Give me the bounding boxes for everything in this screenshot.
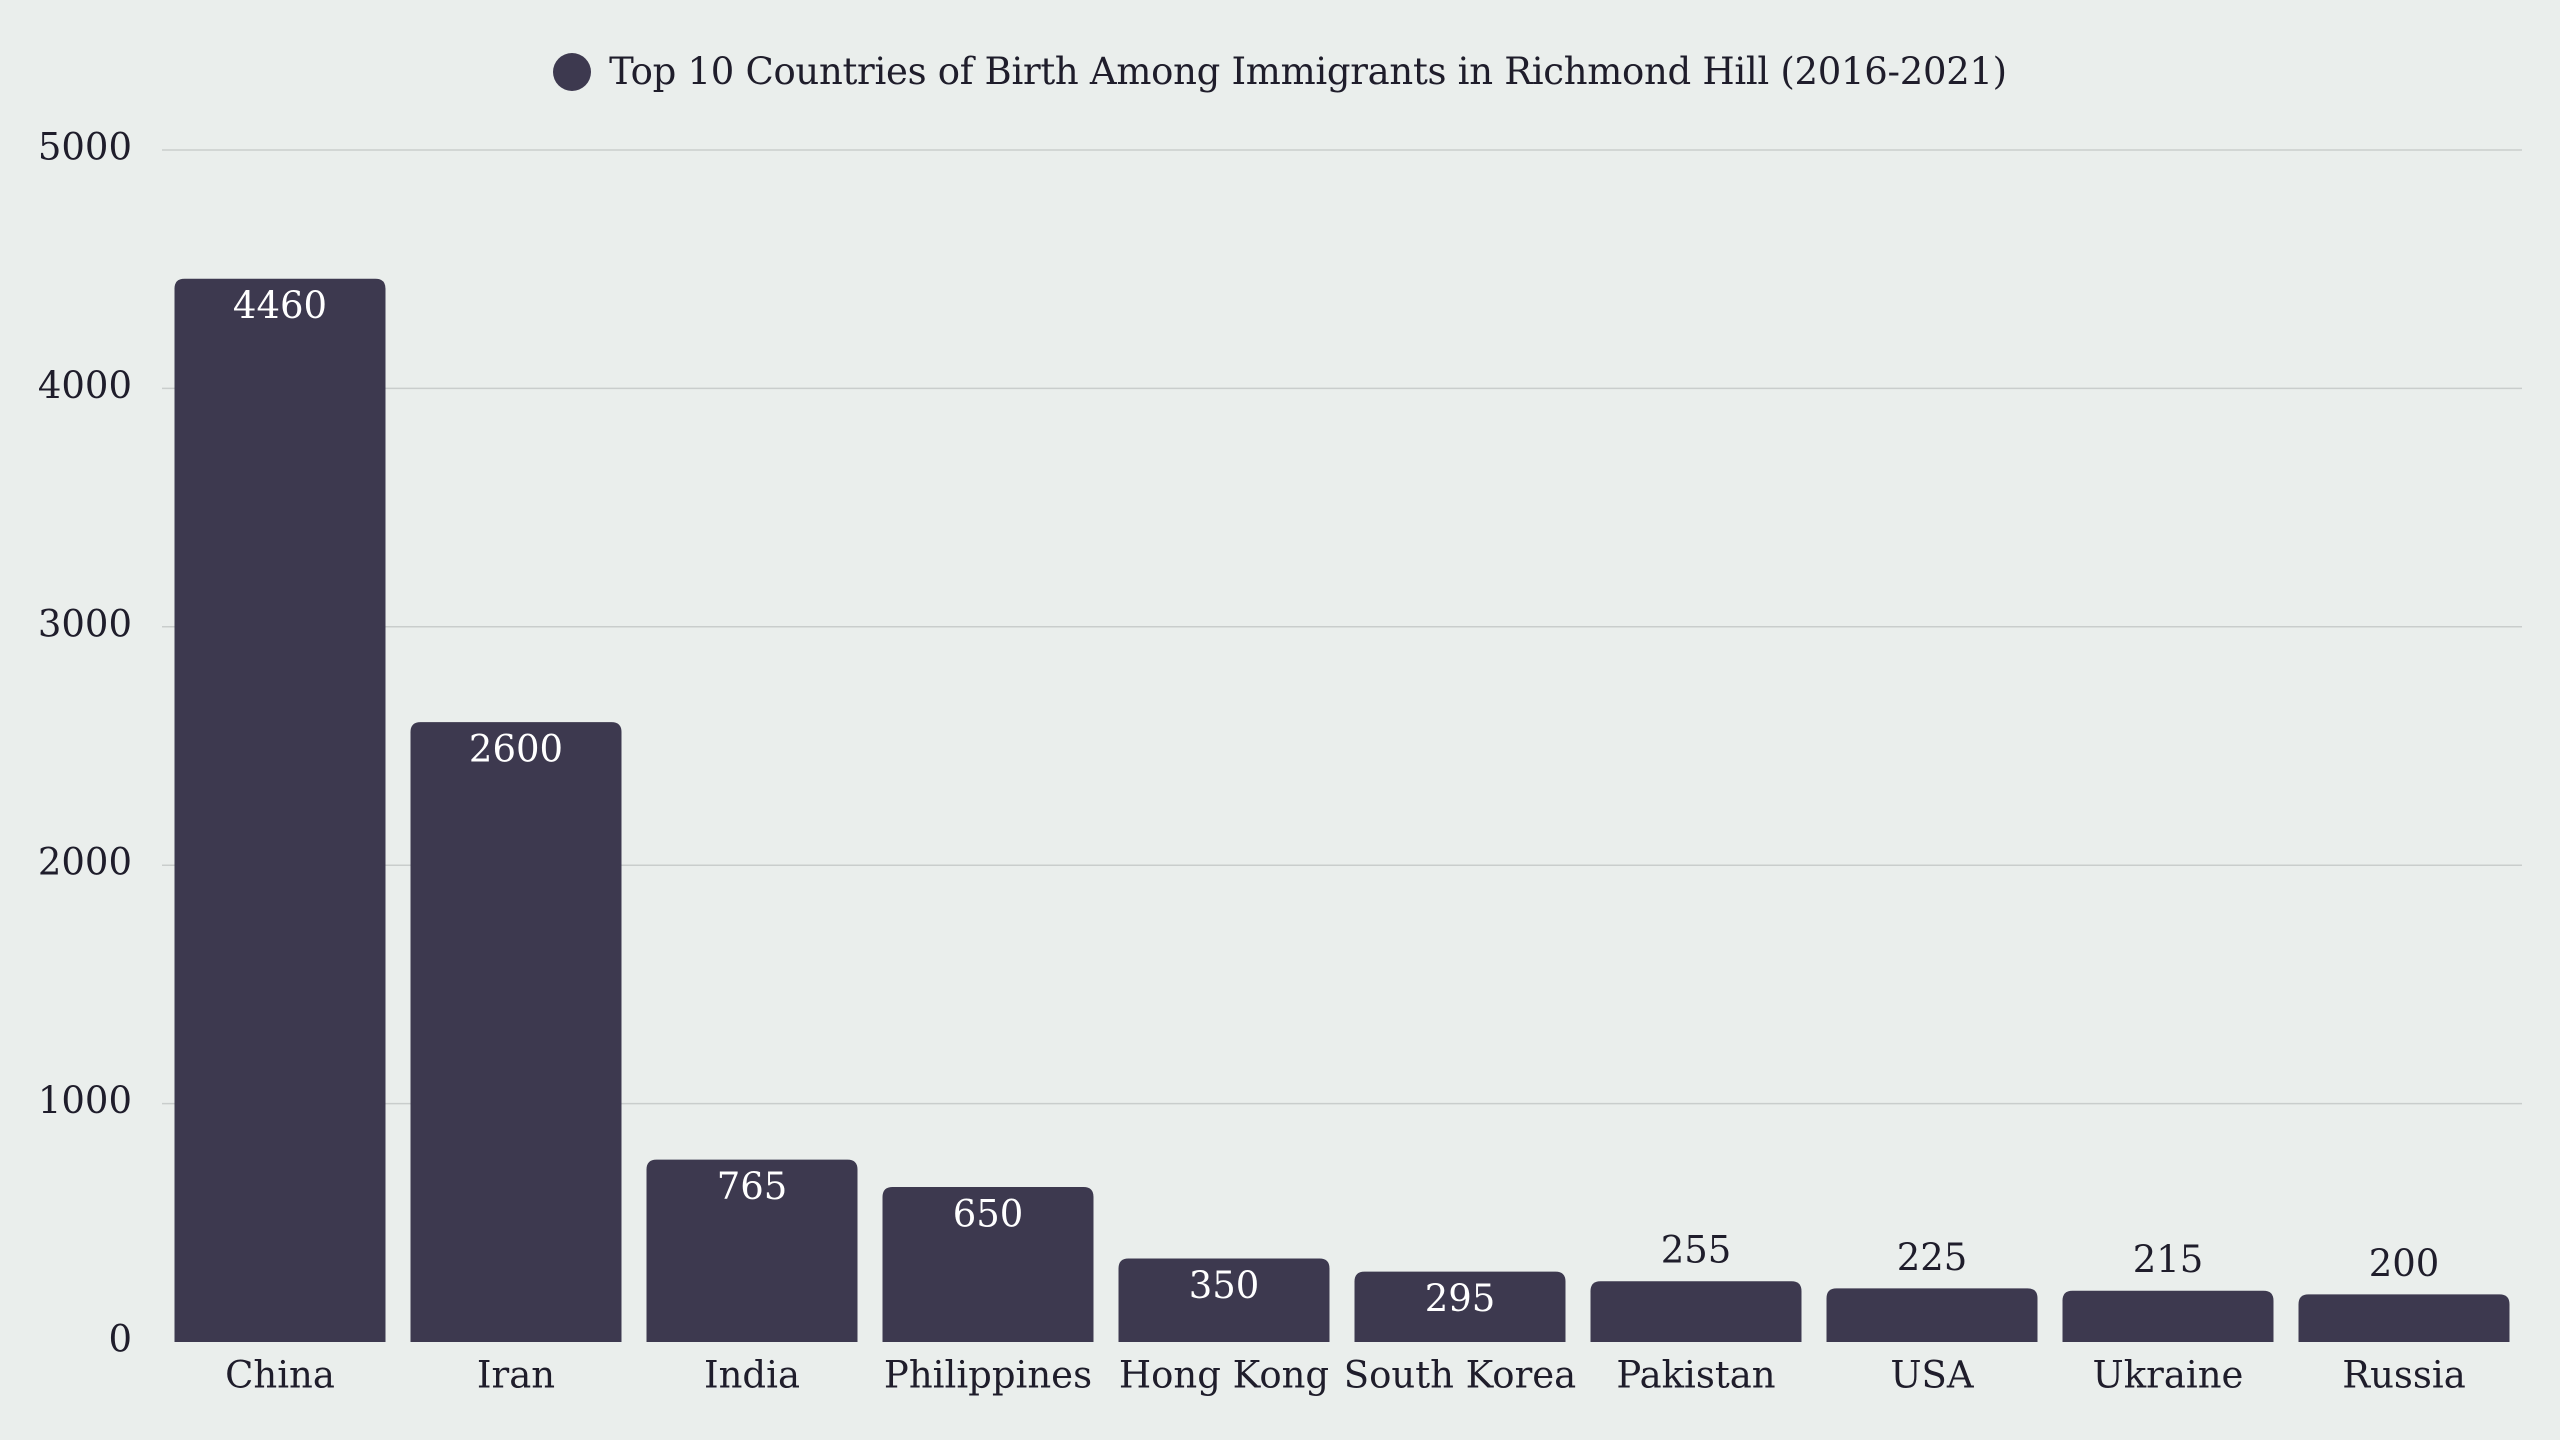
x-tick-label: Pakistan — [1616, 1354, 1775, 1397]
data-label: 255 — [1661, 1229, 1732, 1272]
data-label: 4460 — [233, 284, 327, 327]
x-tick-label: Russia — [2342, 1354, 2466, 1397]
bar-pakistan — [1590, 1281, 1802, 1342]
y-tick-label: 5000 — [38, 126, 132, 169]
x-tick-label: Philippines — [884, 1354, 1092, 1397]
bar-iran — [410, 722, 622, 1342]
y-tick-label: 1000 — [38, 1079, 132, 1122]
data-label: 2600 — [469, 728, 563, 771]
bar-south-korea — [1354, 1271, 1566, 1342]
data-label: 765 — [717, 1165, 788, 1208]
y-tick-label: 3000 — [38, 602, 132, 645]
bar-usa — [1826, 1288, 2038, 1342]
bar-china — [174, 278, 386, 1343]
x-tick-label: South Korea — [1344, 1354, 1576, 1397]
bar-ukraine — [2062, 1290, 2274, 1342]
bar-russia — [2298, 1294, 2510, 1342]
data-label: 295 — [1425, 1277, 1496, 1320]
y-tick-label: 2000 — [38, 841, 132, 884]
data-label: 225 — [1897, 1236, 1968, 1279]
y-tick-label: 0 — [108, 1318, 132, 1361]
data-label: 650 — [953, 1193, 1024, 1236]
data-label: 200 — [2369, 1242, 2440, 1285]
x-tick-label: India — [704, 1354, 800, 1397]
x-tick-label: China — [225, 1354, 335, 1397]
bar-india — [646, 1159, 858, 1342]
y-tick-label: 4000 — [38, 364, 132, 407]
bar-hong-kong — [1118, 1258, 1330, 1342]
x-tick-label: Ukraine — [2093, 1354, 2244, 1397]
x-tick-label: Hong Kong — [1119, 1354, 1329, 1397]
x-tick-label: USA — [1890, 1354, 1975, 1397]
data-label: 215 — [2133, 1238, 2204, 1281]
data-label: 350 — [1189, 1264, 1260, 1307]
bar-philippines — [882, 1187, 1094, 1342]
x-tick-label: Iran — [477, 1354, 555, 1397]
